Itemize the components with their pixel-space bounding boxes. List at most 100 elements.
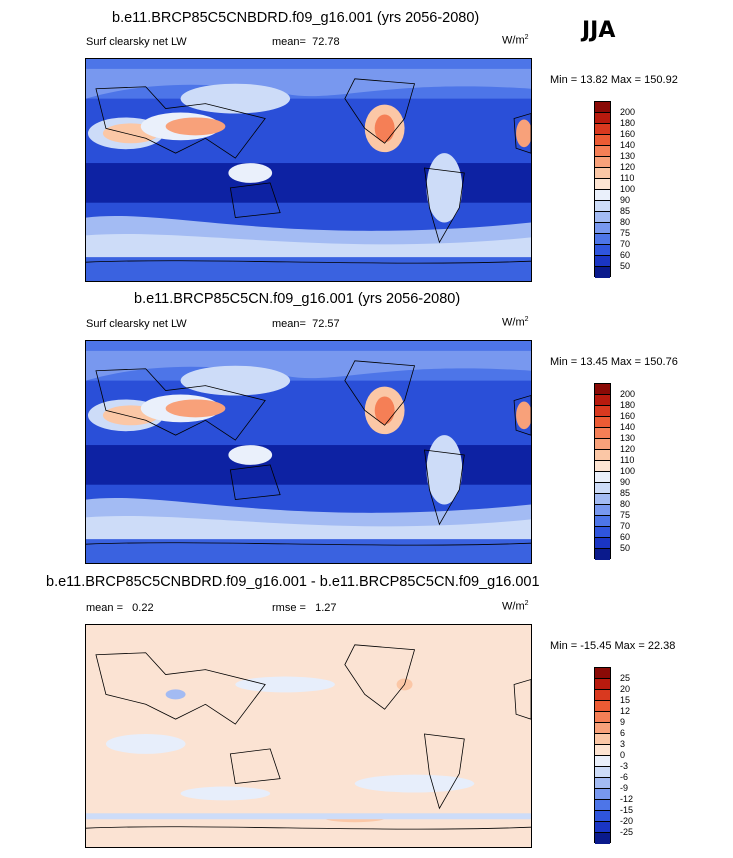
colorbar-box bbox=[595, 439, 610, 450]
season-label: JJA bbox=[582, 18, 616, 43]
panel-1-map bbox=[85, 58, 532, 282]
colorbar-box bbox=[595, 450, 610, 461]
colorbar-box bbox=[595, 135, 610, 146]
colorbar-label: 120 bbox=[620, 444, 636, 454]
colorbar-label: 85 bbox=[620, 488, 631, 498]
panel-2-map bbox=[85, 340, 532, 564]
colorbar-box bbox=[595, 712, 610, 723]
colorbar-label: -9 bbox=[620, 783, 629, 793]
colorbar-box bbox=[595, 505, 610, 516]
colorbar-label: 70 bbox=[620, 521, 631, 531]
colorbar-box bbox=[595, 800, 610, 811]
colorbar-box bbox=[595, 245, 610, 256]
colorbar-label: 110 bbox=[620, 173, 635, 183]
colorbar-label: 90 bbox=[620, 477, 631, 487]
panel-1-variable: Surf clearsky net LW bbox=[86, 36, 187, 48]
colorbar-box bbox=[595, 538, 610, 549]
colorbar-box bbox=[595, 789, 610, 800]
panel-2-variable: Surf clearsky net LW bbox=[86, 318, 187, 330]
panel-3-rmse: rmse = 1.27 bbox=[272, 602, 337, 614]
colorbar-label: 75 bbox=[620, 228, 631, 238]
colorbar-label: 70 bbox=[620, 239, 631, 249]
colorbar-box bbox=[595, 102, 610, 113]
colorbar-label: 80 bbox=[620, 217, 631, 227]
colorbar-box bbox=[595, 822, 610, 833]
colorbar-box bbox=[595, 461, 610, 472]
colorbar-box bbox=[595, 679, 610, 690]
colorbar-label: 200 bbox=[620, 389, 636, 399]
colorbar-label: 6 bbox=[620, 728, 626, 738]
colorbar-label: -25 bbox=[620, 827, 634, 837]
colorbar-box bbox=[595, 745, 610, 756]
colorbar-label: 180 bbox=[620, 400, 636, 410]
colorbar-label: 3 bbox=[620, 739, 626, 749]
panel-2-colorbar bbox=[594, 383, 611, 560]
panel-3-minmax: Min = -15.45 Max = 22.38 bbox=[550, 640, 676, 652]
colorbar-label: 12 bbox=[620, 706, 631, 716]
colorbar-label: 160 bbox=[620, 129, 636, 139]
colorbar-label: 100 bbox=[620, 184, 636, 194]
colorbar-label: 140 bbox=[620, 422, 636, 432]
colorbar-box bbox=[595, 428, 610, 439]
panel-2-units: W/m2 bbox=[502, 316, 529, 329]
colorbar-label: -6 bbox=[620, 772, 629, 782]
panel-1-colorbar bbox=[594, 101, 611, 278]
colorbar-box bbox=[595, 190, 610, 201]
panel-2-mean: mean= 72.57 bbox=[272, 318, 340, 330]
colorbar-box bbox=[595, 811, 610, 822]
colorbar-box bbox=[595, 406, 610, 417]
colorbar-label: 75 bbox=[620, 510, 631, 520]
colorbar-box bbox=[595, 494, 610, 505]
colorbar-box bbox=[595, 549, 610, 560]
colorbar-label: 20 bbox=[620, 684, 631, 694]
colorbar-label: -12 bbox=[620, 794, 634, 804]
colorbar-box bbox=[595, 833, 610, 844]
colorbar-label: 200 bbox=[620, 107, 636, 117]
colorbar-label: 180 bbox=[620, 118, 636, 128]
colorbar-box bbox=[595, 690, 610, 701]
colorbar-label: 15 bbox=[620, 695, 631, 705]
colorbar-label: 100 bbox=[620, 466, 636, 476]
panel-1-map-field bbox=[86, 59, 531, 281]
colorbar-box bbox=[595, 472, 610, 483]
panel-1-units: W/m2 bbox=[502, 34, 529, 47]
colorbar-box bbox=[595, 384, 610, 395]
colorbar-box bbox=[595, 124, 610, 135]
colorbar-box bbox=[595, 256, 610, 267]
panel-3-units: W/m2 bbox=[502, 600, 529, 613]
colorbar-box bbox=[595, 701, 610, 712]
colorbar-label: -3 bbox=[620, 761, 629, 771]
colorbar-label: 9 bbox=[620, 717, 626, 727]
colorbar-label: 120 bbox=[620, 162, 636, 172]
colorbar-box bbox=[595, 146, 610, 157]
colorbar-label: 80 bbox=[620, 499, 631, 509]
colorbar-label: -15 bbox=[620, 805, 634, 815]
colorbar-label: 60 bbox=[620, 250, 631, 260]
panel-2-map-field bbox=[86, 341, 531, 563]
colorbar-label: 50 bbox=[620, 261, 631, 271]
colorbar-box bbox=[595, 756, 610, 767]
colorbar-box bbox=[595, 157, 610, 168]
colorbar-box bbox=[595, 417, 610, 428]
colorbar-box bbox=[595, 179, 610, 190]
panel-3-mean: mean = 0.22 bbox=[86, 602, 154, 614]
colorbar-box bbox=[595, 527, 610, 538]
colorbar-label: 140 bbox=[620, 140, 636, 150]
panel-3-title: b.e11.BRCP85C5CNBDRD.f09_g16.001 - b.e11… bbox=[46, 574, 540, 590]
colorbar-box bbox=[595, 516, 610, 527]
colorbar-label: 130 bbox=[620, 151, 636, 161]
colorbar-label: 0 bbox=[620, 750, 626, 760]
colorbar-box bbox=[595, 223, 610, 234]
colorbar-label: 130 bbox=[620, 433, 636, 443]
colorbar-label: 160 bbox=[620, 411, 636, 421]
colorbar-box bbox=[595, 201, 610, 212]
colorbar-box bbox=[595, 234, 610, 245]
colorbar-box bbox=[595, 267, 610, 278]
colorbar-box bbox=[595, 483, 610, 494]
colorbar-label: 110 bbox=[620, 455, 635, 465]
panel-2-minmax: Min = 13.45 Max = 150.76 bbox=[550, 356, 678, 368]
colorbar-label: 25 bbox=[620, 673, 631, 683]
panel-1-minmax: Min = 13.82 Max = 150.92 bbox=[550, 74, 678, 86]
colorbar-label: 90 bbox=[620, 195, 631, 205]
colorbar-box bbox=[595, 395, 610, 406]
